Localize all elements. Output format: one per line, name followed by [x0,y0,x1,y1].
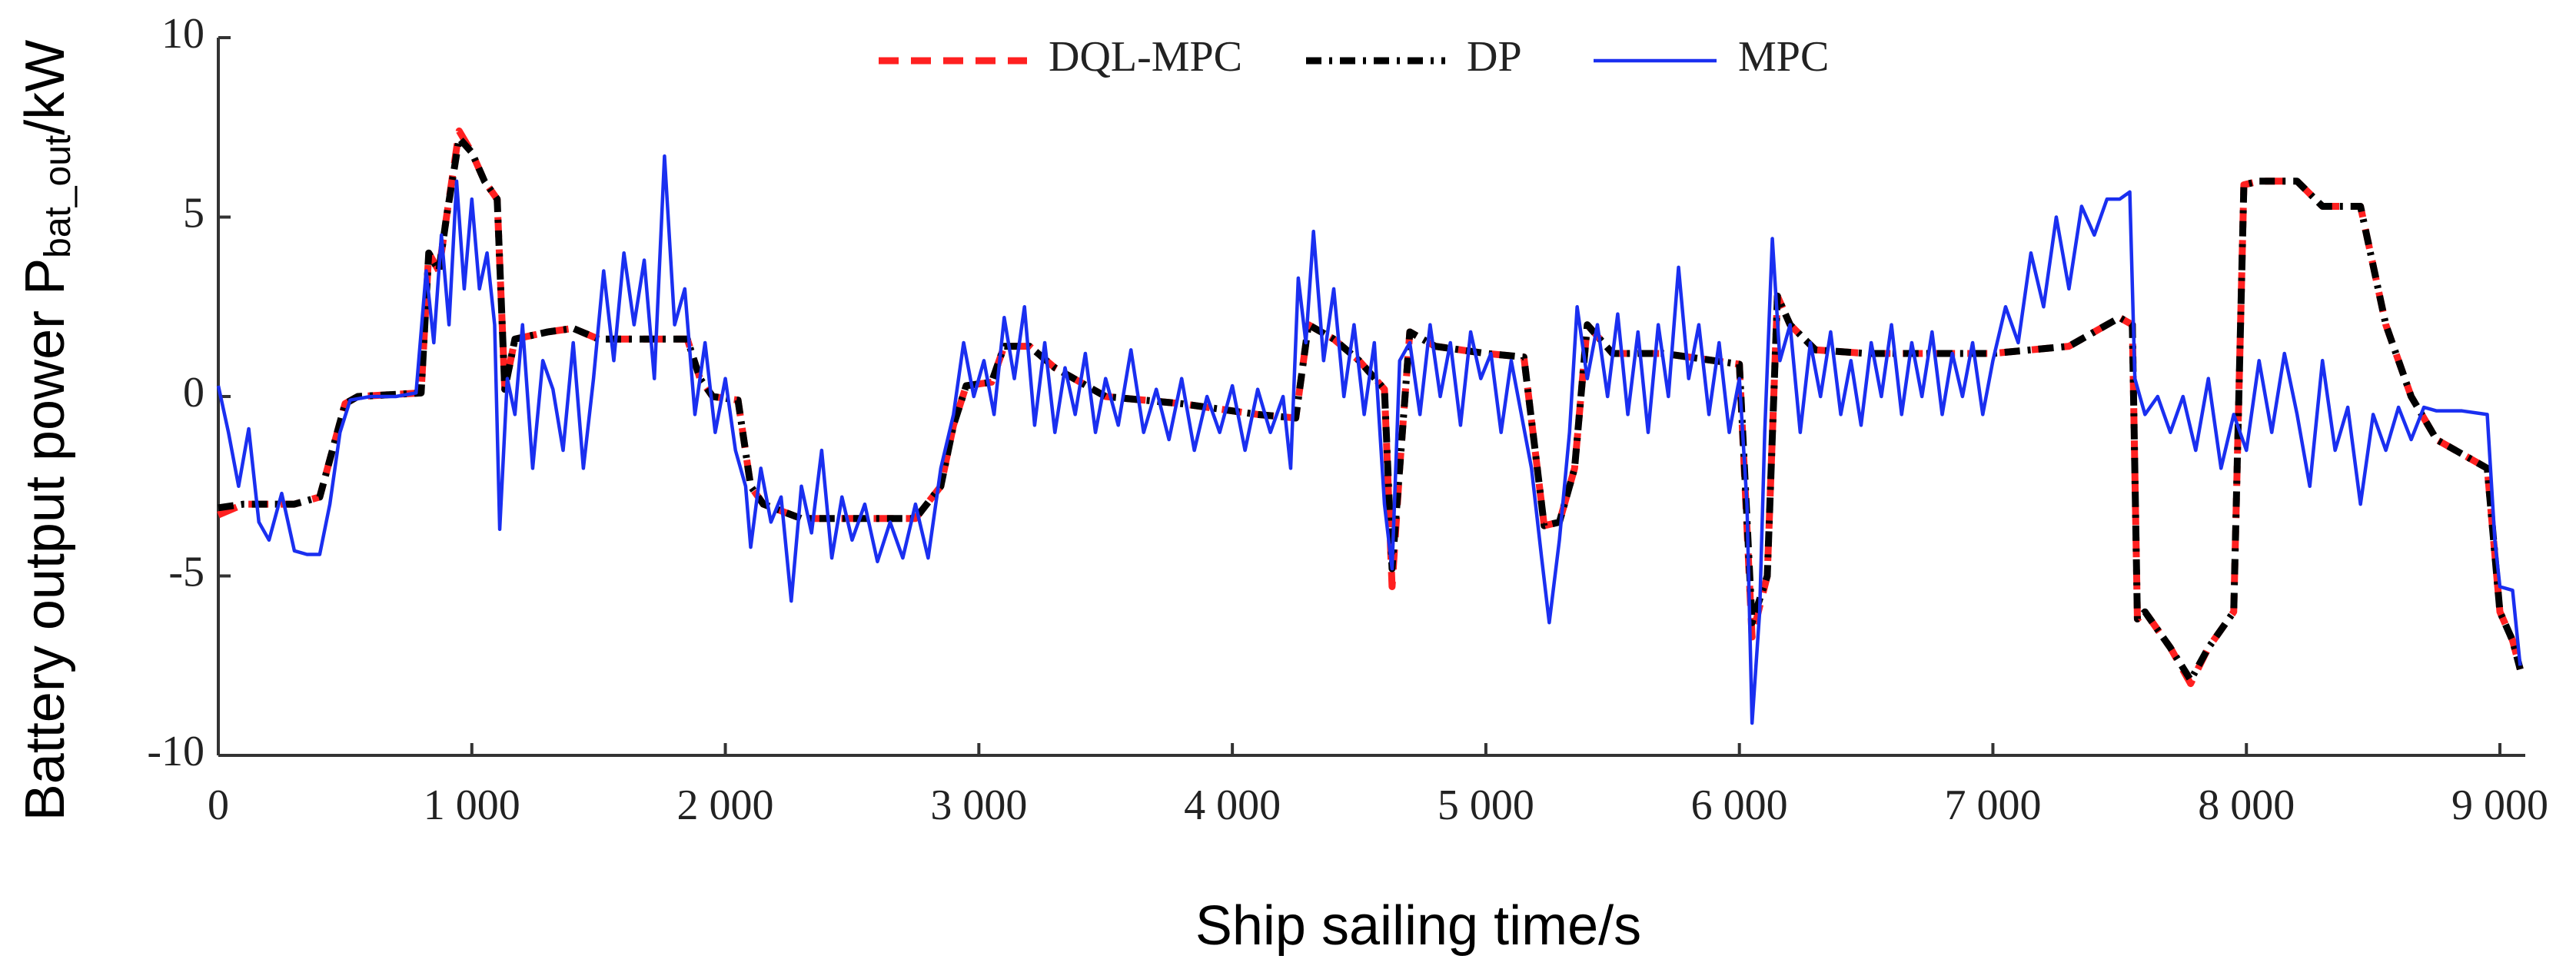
x-axis-title: Ship sailing time/s [1195,895,1641,957]
y-axis-title-subscript: bat_out [38,135,78,258]
legend-label: MPC [1738,33,1829,81]
legend-label: DP [1467,33,1522,81]
y-axis-title-unit: /kW [15,40,76,135]
legend: DQL-MPC DP MPC [879,33,1829,81]
x-tick-label: 8 000 [2198,782,2295,829]
y-axis-title-main: Battery output power P [15,258,76,821]
x-tick-label: 4 000 [1184,782,1281,829]
y-tick-label: 0 [183,369,204,416]
x-tick-label: 9 000 [2451,782,2548,829]
x-tick-label: 3 000 [930,782,1027,829]
x-tick-label: 2 000 [677,782,774,829]
y-tick-label: -5 [168,548,204,596]
x-tick-label: 5 000 [1438,782,1534,829]
x-tick-label: 7 000 [1944,782,2041,829]
y-axis-title: Battery output power Pbat_out/kW [15,40,78,821]
series-line [217,127,2524,688]
x-tick-label: 6 000 [1691,782,1788,829]
y-tick-label: 5 [183,189,204,237]
legend-label: DQL-MPC [1049,33,1242,81]
y-tick-label: 10 [161,10,204,58]
series-line [218,134,2524,684]
x-tick-label: 1 000 [424,782,520,829]
series-line [216,154,2522,725]
y-tick-label: -10 [147,728,204,775]
x-tick-label: 0 [208,782,229,829]
